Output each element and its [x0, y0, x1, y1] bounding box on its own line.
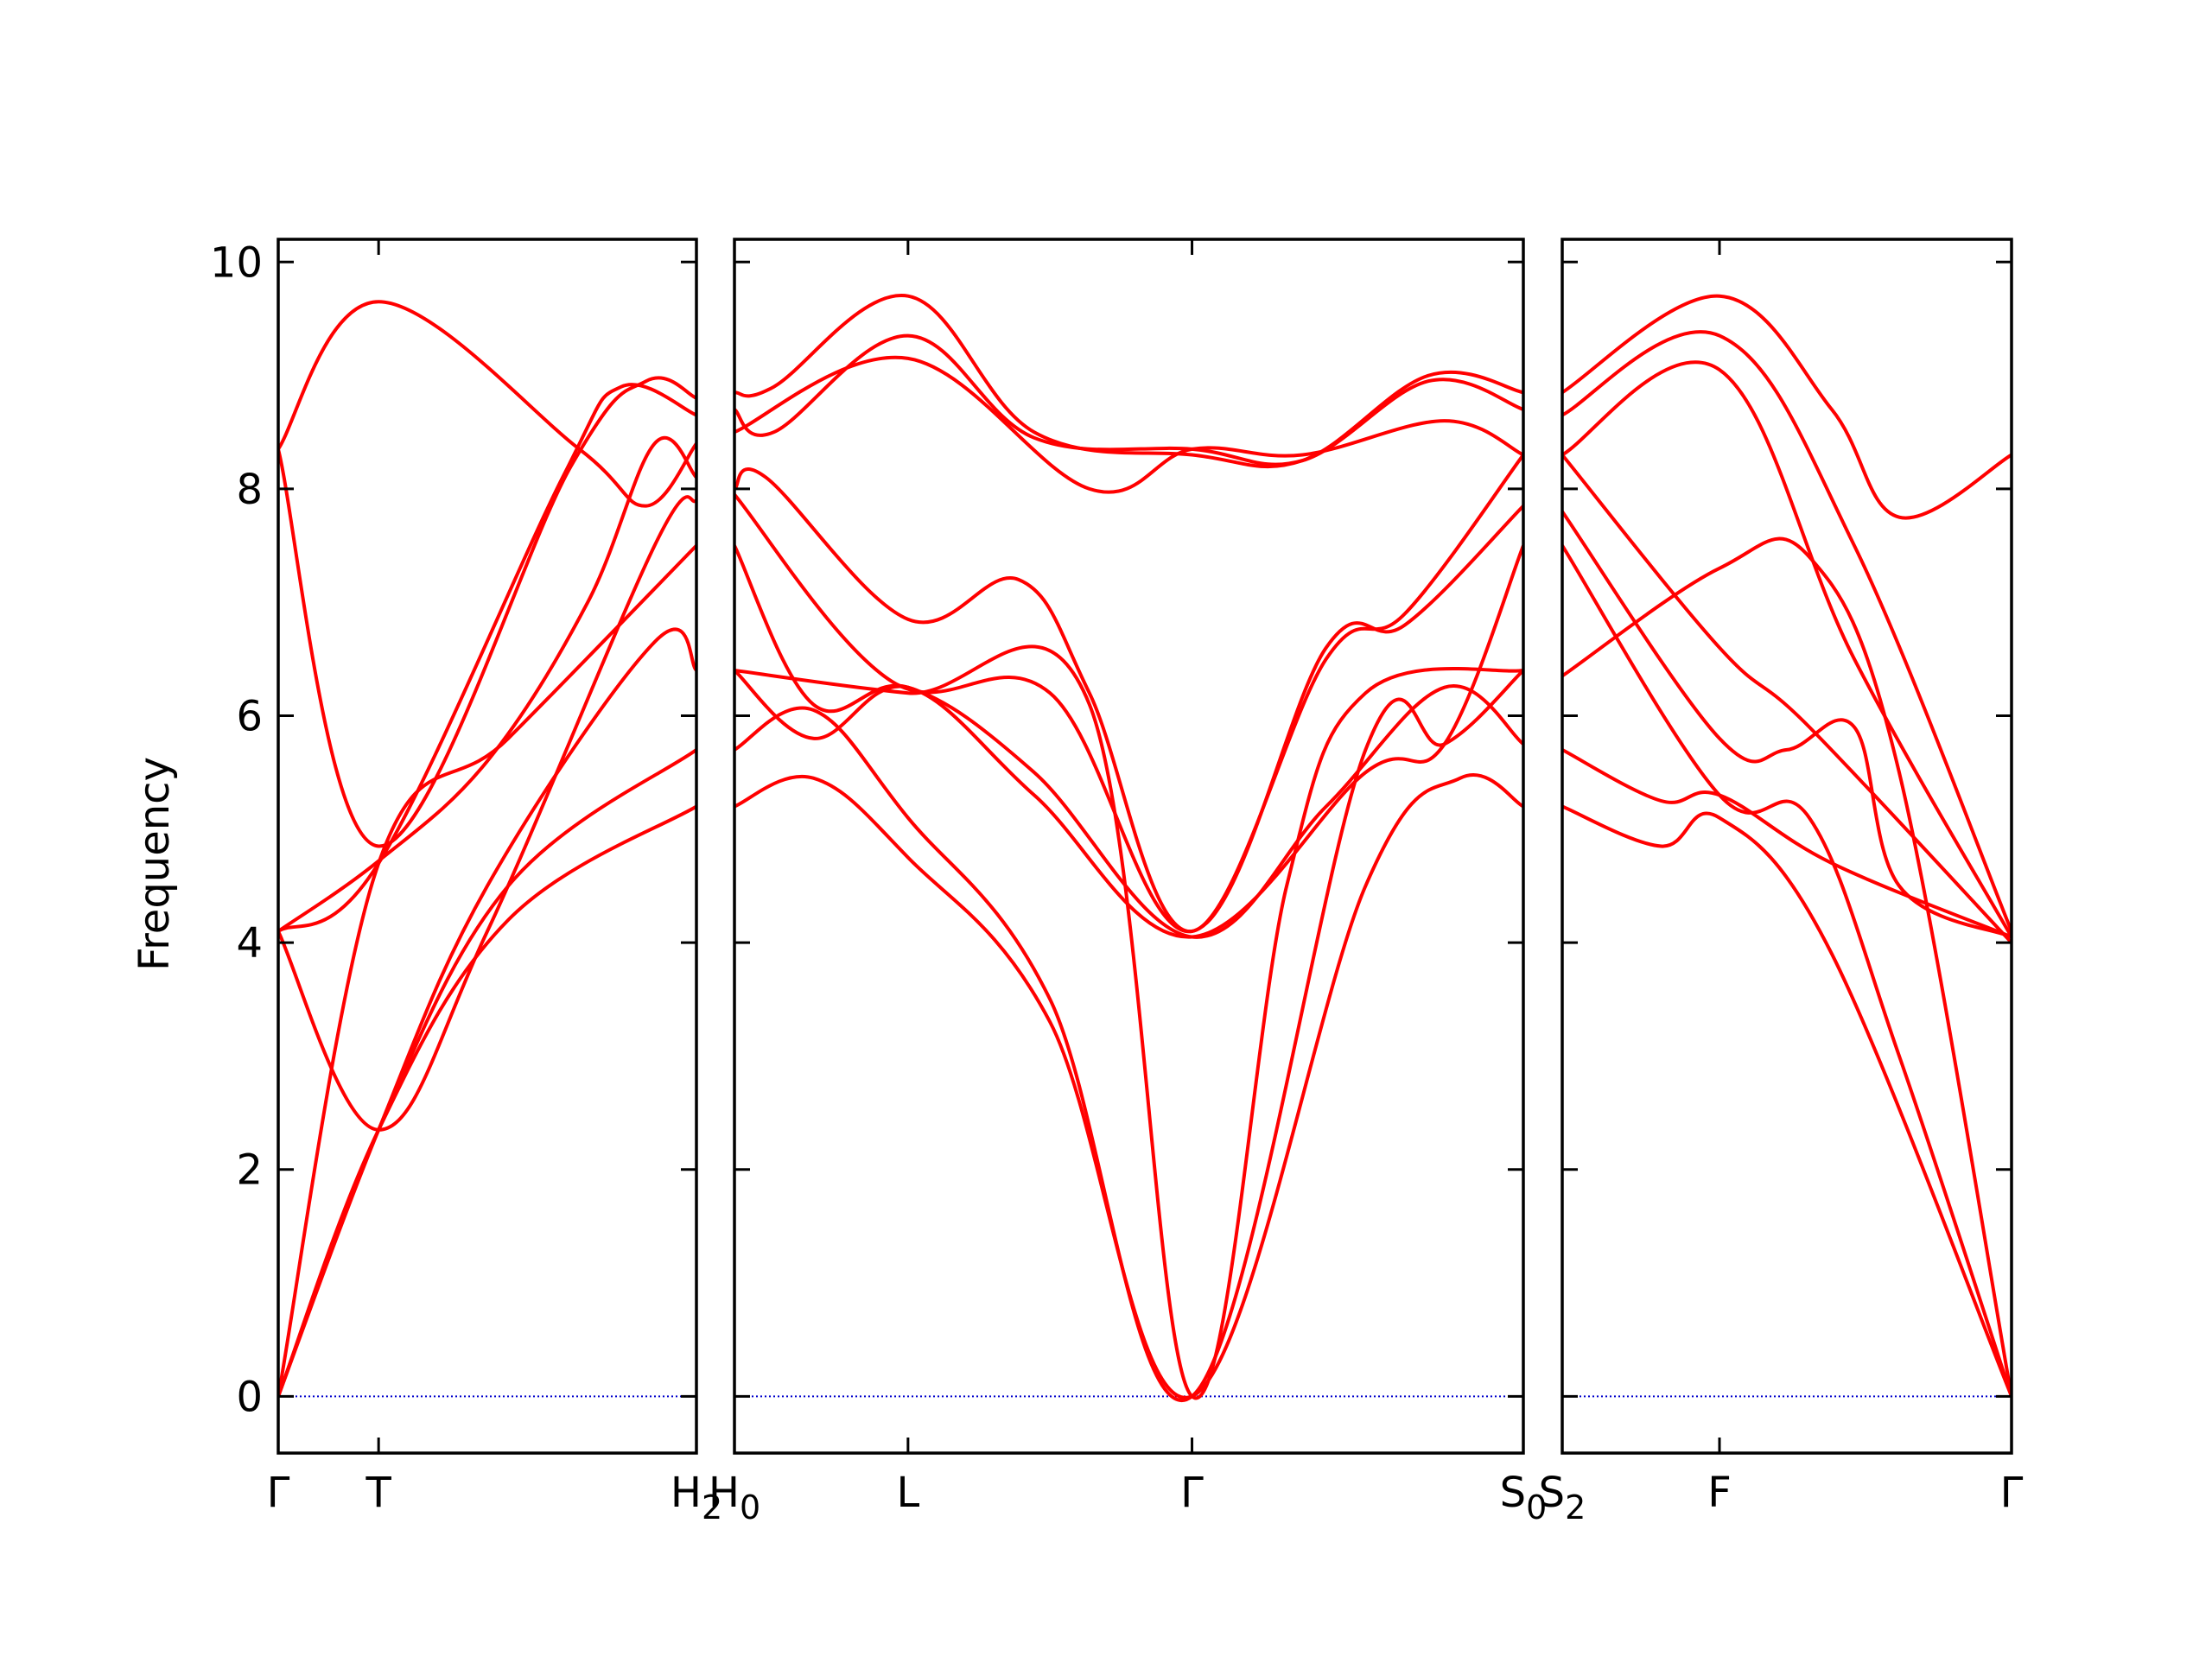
- band-line: [1562, 454, 2012, 944]
- band-line: [1562, 536, 2012, 1397]
- y-axis-label: Frequency: [130, 757, 179, 971]
- band-line: [734, 669, 1523, 1402]
- band-line: [1562, 330, 2012, 932]
- band-line: [1562, 294, 2012, 520]
- band-line: [734, 355, 1523, 494]
- band-line: [278, 383, 696, 933]
- x-tick-label: T: [365, 1469, 391, 1517]
- x-tick-label-subscript: 0: [740, 1488, 760, 1527]
- panel-1: Γ T H2: [267, 238, 722, 1527]
- band-line: [734, 454, 1523, 934]
- y-tick-label: 0: [236, 1373, 263, 1421]
- band-line: [278, 435, 696, 933]
- band-line: [734, 544, 1523, 939]
- band-line: [1562, 804, 2012, 1398]
- x-tick-label-subscript: 2: [702, 1488, 722, 1527]
- x-tick-label-subscript: 0: [1526, 1488, 1547, 1527]
- band-line: [1562, 748, 2012, 939]
- y-tick-label: 10: [210, 238, 263, 287]
- x-tick-label: F: [1707, 1469, 1732, 1517]
- x-tick-label: Γ: [2000, 1469, 2024, 1517]
- band-line: [1562, 510, 2012, 939]
- panel-frame: [733, 238, 1525, 1455]
- panel-2: H0 L Γ S0: [709, 238, 1548, 1527]
- band-line: [278, 376, 696, 848]
- band-line: [734, 493, 1523, 934]
- panel-frame: [1560, 238, 2013, 1455]
- band-group: [1562, 294, 2012, 1398]
- band-line: [1562, 360, 2012, 938]
- band-line: [734, 333, 1523, 467]
- band-group: [734, 294, 1523, 1402]
- band-line: [278, 804, 696, 1398]
- band-line: [278, 544, 696, 1397]
- x-tick-label: H0: [709, 1469, 760, 1527]
- band-line: [734, 294, 1523, 469]
- panel-3: S2 F Γ: [1539, 238, 2024, 1527]
- band-line: [734, 544, 1523, 939]
- x-tick-label: Γ: [1180, 1469, 1204, 1517]
- band-line: [734, 773, 1523, 1400]
- x-tick-label-subscript: 2: [1565, 1488, 1586, 1527]
- y-tick-label: 6: [236, 692, 263, 740]
- y-axis: 0 2 4 6 8 10: [210, 238, 263, 1421]
- y-tick-label: 4: [236, 919, 263, 968]
- band-group: [278, 300, 696, 1398]
- x-tick-label: Γ: [267, 1469, 290, 1517]
- band-line: [1562, 544, 2012, 1397]
- band-line: [278, 748, 696, 1398]
- band-line: [278, 300, 696, 508]
- y-tick-label: 8: [236, 466, 263, 514]
- x-tick-label: S0: [1500, 1469, 1548, 1527]
- band-line: [278, 495, 696, 1132]
- x-tick-label: L: [896, 1469, 919, 1517]
- band-line: [734, 644, 1523, 1400]
- panel-frame: [276, 238, 698, 1455]
- y-tick-label: 2: [236, 1146, 263, 1195]
